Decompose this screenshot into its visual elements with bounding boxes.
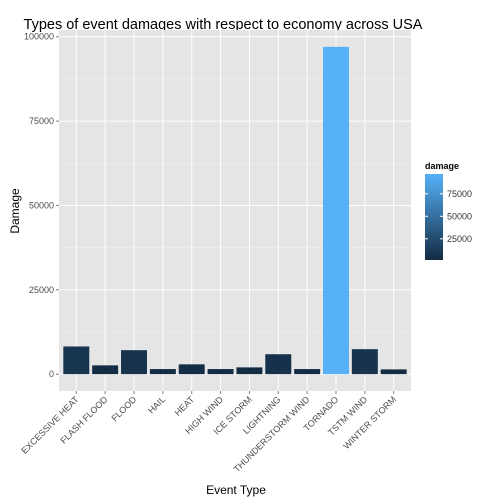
bars: [63, 46, 407, 375]
y-tick-label: 50000: [29, 200, 54, 210]
bar: [121, 350, 147, 375]
bar: [63, 346, 90, 375]
legend-label: 25000: [447, 234, 472, 244]
legend-colorbar: [425, 174, 443, 260]
legend: damage 25000 50000 75000: [425, 161, 472, 260]
bar: [178, 364, 205, 375]
bar: [149, 369, 176, 375]
x-tick-label: HAIL: [146, 394, 167, 415]
x-axis-title: Event Type: [206, 483, 266, 497]
y-axis-ticks: 0 25000 50000 75000 100000: [24, 32, 59, 379]
bar: [351, 349, 378, 375]
bar: [92, 365, 119, 375]
bar: [323, 46, 349, 375]
bar: [236, 367, 263, 375]
y-tick-label: 0: [49, 369, 54, 379]
gridlines: [59, 30, 411, 391]
chart-title: Types of event damages with respect to e…: [24, 17, 423, 33]
x-tick-label: FLOOD: [109, 394, 138, 423]
y-tick-label: 25000: [29, 285, 54, 295]
x-tick-label: HEAT: [173, 394, 197, 418]
legend-label: 50000: [447, 211, 472, 221]
legend-label: 75000: [447, 189, 472, 199]
plot-panel: [59, 30, 411, 391]
y-tick-label: 75000: [29, 116, 54, 126]
y-tick-label: 100000: [24, 32, 54, 42]
legend-title: damage: [425, 161, 459, 171]
bar: [294, 369, 321, 375]
bar: [265, 354, 292, 375]
bar: [380, 369, 407, 375]
bar: [207, 369, 234, 375]
y-axis-title: Damage: [8, 188, 22, 234]
x-tick-label: WINTER STORM: [341, 394, 398, 451]
